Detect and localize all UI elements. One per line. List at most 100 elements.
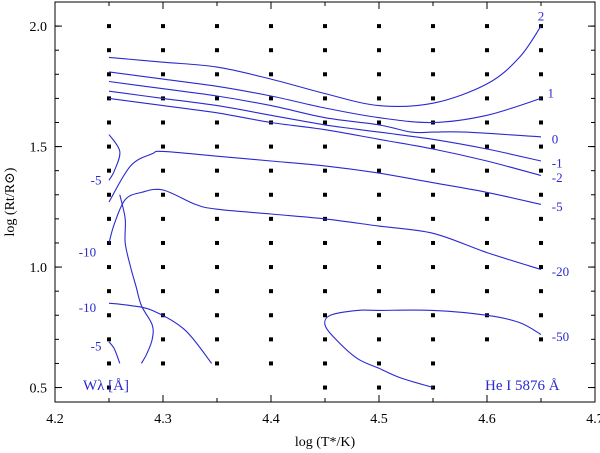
grid-dot <box>377 216 381 221</box>
grid-dot <box>377 337 381 342</box>
grid-dot <box>269 168 273 173</box>
grid-dot <box>539 337 543 342</box>
grid-dot <box>485 337 489 342</box>
grid-dot <box>107 265 111 270</box>
axis-ticks: 4.2 4.3 4.4 4.5 4.6 4.7 0.5 1.0 1.5 2.0 <box>30 2 600 427</box>
grid-dot <box>431 24 435 29</box>
contour-label: -2 <box>552 170 563 185</box>
grid-dot <box>269 240 273 245</box>
grid-dot <box>269 361 273 366</box>
grid-dot <box>539 313 543 318</box>
grid-dot <box>485 216 489 221</box>
grid-dot <box>269 144 273 149</box>
grid-dot <box>431 240 435 245</box>
grid-dot <box>269 192 273 197</box>
contour-line <box>108 134 121 181</box>
grid-dot <box>323 168 327 173</box>
grid-dot <box>323 96 327 101</box>
annotation-w-lambda: Wλ [Å] <box>83 378 129 394</box>
y-tick-label: 1.5 <box>30 141 48 156</box>
grid-dot <box>107 337 111 342</box>
contour-labels: 2 1 0 -1-2 -5 -20 -50 -5 -10 -10 -5 <box>79 8 569 353</box>
contour-label: -20 <box>552 264 569 279</box>
grid-dot <box>161 265 165 270</box>
x-tick-label: 4.6 <box>478 412 496 427</box>
grid-dot <box>539 216 543 221</box>
grid-dot <box>539 289 543 294</box>
grid-dot <box>377 313 381 318</box>
grid-dot <box>539 72 543 77</box>
grid-dot <box>215 96 219 101</box>
grid-dot <box>377 192 381 197</box>
grid-dot <box>377 144 381 149</box>
grid-dot <box>215 48 219 53</box>
grid-dot <box>215 313 219 318</box>
grid-dot <box>161 289 165 294</box>
grid-dot <box>323 240 327 245</box>
grid-dot <box>539 144 543 149</box>
grid-dot <box>215 265 219 270</box>
grid-dot <box>431 96 435 101</box>
grid-dot <box>377 265 381 270</box>
grid-dot <box>539 96 543 101</box>
grid-dot <box>485 96 489 101</box>
grid-dot <box>107 289 111 294</box>
contour-label: -5 <box>552 199 563 214</box>
grid-dot <box>431 361 435 366</box>
grid-dot <box>323 48 327 53</box>
grid-dot <box>107 24 111 29</box>
grid-dot <box>161 168 165 173</box>
grid-dot <box>269 289 273 294</box>
grid-dot <box>323 385 327 390</box>
contour-label: -10 <box>79 245 96 260</box>
contour-label: 0 <box>552 131 559 146</box>
grid-dot <box>107 168 111 173</box>
grid-dot <box>323 289 327 294</box>
contour-line <box>108 97 542 177</box>
grid-dot <box>539 48 543 53</box>
contour-lines <box>108 25 542 389</box>
grid-dot <box>431 313 435 318</box>
grid-dot <box>161 216 165 221</box>
grid-dot <box>539 168 543 173</box>
grid-dot <box>485 72 489 77</box>
grid-dot <box>215 144 219 149</box>
grid-dots <box>107 24 543 390</box>
contour-line <box>324 309 542 389</box>
grid-dot <box>161 240 165 245</box>
grid-dot <box>161 337 165 342</box>
x-tick-label: 4.3 <box>154 412 172 427</box>
x-axis-title: log (T*/K) <box>295 435 356 450</box>
grid-dot <box>161 144 165 149</box>
grid-dot <box>539 265 543 270</box>
grid-dot <box>269 216 273 221</box>
grid-dot <box>323 24 327 29</box>
grid-dot <box>215 72 219 77</box>
grid-dot <box>485 240 489 245</box>
grid-dot <box>485 265 489 270</box>
grid-dot <box>269 96 273 101</box>
grid-dot <box>485 120 489 125</box>
grid-dot <box>215 120 219 125</box>
plot-frame <box>54 1 596 403</box>
grid-dot <box>107 144 111 149</box>
grid-dot <box>215 192 219 197</box>
grid-dot <box>215 168 219 173</box>
contour-label: -50 <box>552 329 569 344</box>
grid-dot <box>107 361 111 366</box>
grid-dot <box>107 48 111 53</box>
grid-dot <box>269 48 273 53</box>
grid-dot <box>215 216 219 221</box>
grid-dot <box>215 337 219 342</box>
grid-dot <box>323 313 327 318</box>
grid-dot <box>377 48 381 53</box>
contour-line <box>108 188 542 271</box>
grid-dot <box>269 265 273 270</box>
grid-dot <box>377 361 381 366</box>
grid-dot <box>485 289 489 294</box>
x-tick-label: 4.7 <box>586 412 600 427</box>
grid-dot <box>161 120 165 125</box>
grid-dot <box>431 385 435 390</box>
grid-dot <box>323 72 327 77</box>
grid-dot <box>107 120 111 125</box>
